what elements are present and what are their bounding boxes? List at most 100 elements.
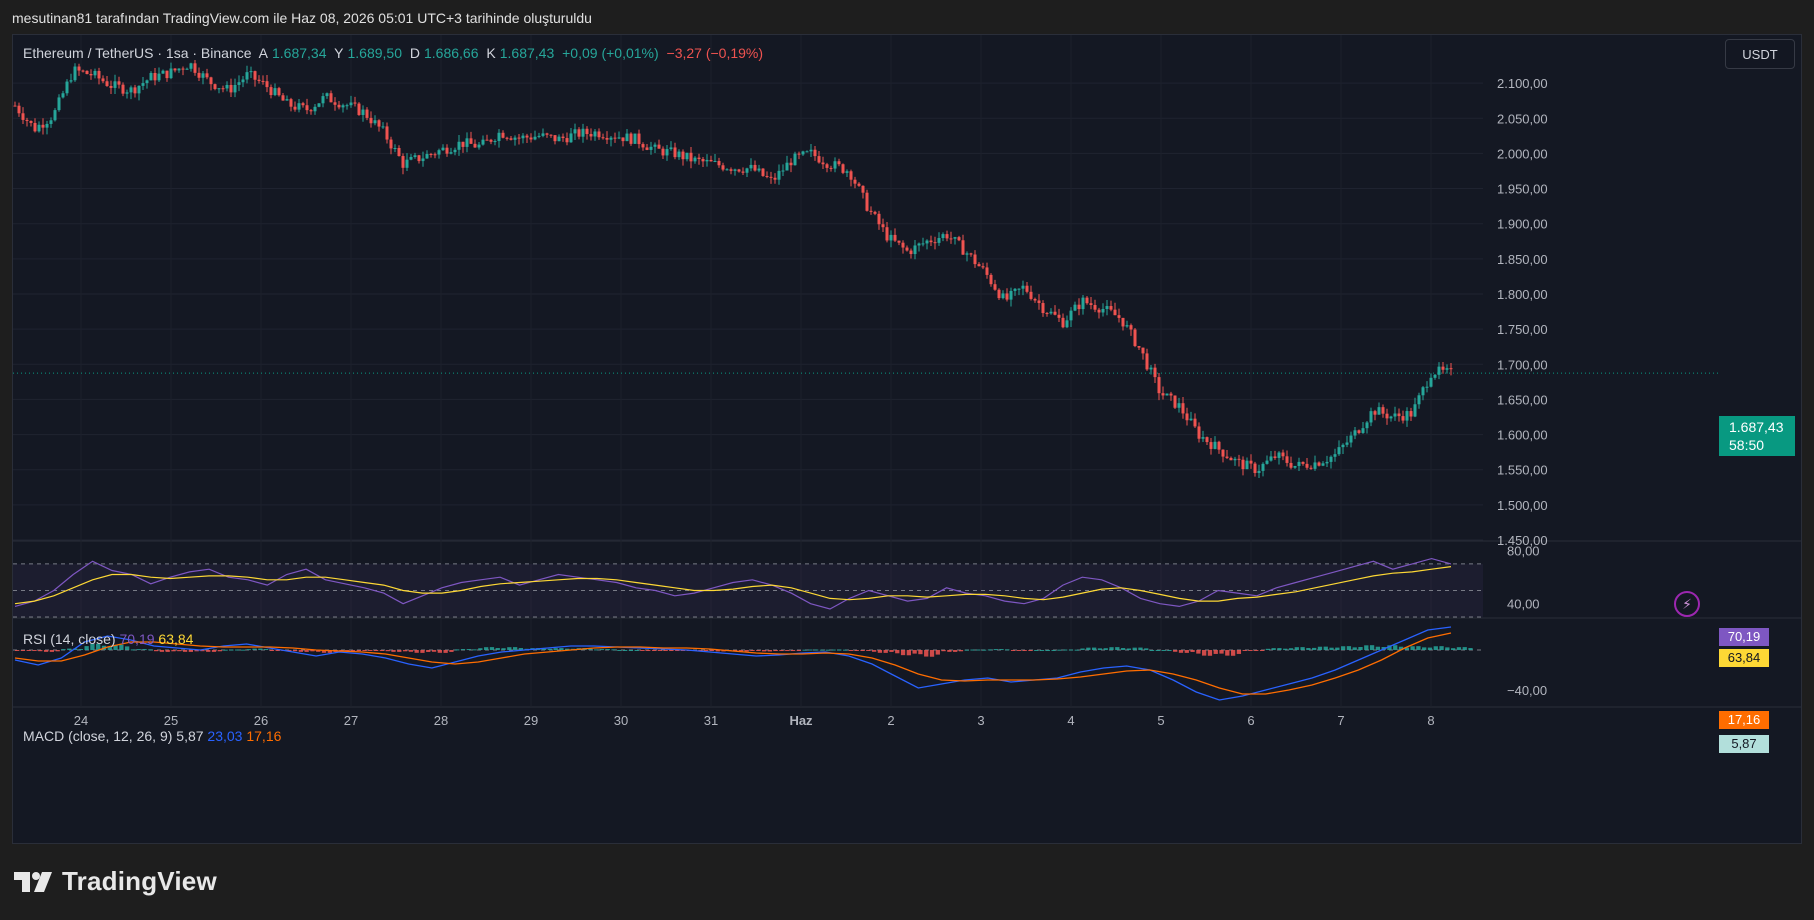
candle-body <box>1081 297 1085 310</box>
macd-histogram-bar <box>84 646 89 650</box>
macd-histogram-bar <box>837 649 842 651</box>
candle-body <box>1413 404 1417 417</box>
macd-histogram-bar <box>599 649 605 651</box>
macd-histogram-bar <box>617 650 622 651</box>
macd-histogram-bar <box>408 650 414 652</box>
macd-histogram-bar <box>1369 645 1375 650</box>
macd-histogram-bar <box>229 649 234 651</box>
time-axis-label: 25 <box>164 713 178 728</box>
macd-histogram-bar <box>518 648 524 650</box>
macd-histogram-bar <box>1462 647 1467 650</box>
time-axis-label: 5 <box>1157 713 1164 728</box>
macd-histogram-bar <box>1039 650 1045 651</box>
candle-body <box>841 164 845 173</box>
macd-histogram-bar <box>148 649 153 651</box>
macd-histogram-bar <box>790 650 796 651</box>
price-axis-label: 1.700,00 <box>1497 357 1548 372</box>
candle-body <box>357 103 361 115</box>
candle-body <box>597 131 601 138</box>
tradingview-logo[interactable]: TradingView <box>14 866 217 897</box>
price-axis-label: 2.000,00 <box>1497 146 1548 161</box>
candle-body <box>1337 447 1341 455</box>
chart-canvas[interactable]: 2.100,00 2.050,00 2.000,00 1.950,00 1.900,00… <box>13 35 1802 844</box>
candle-body <box>1281 452 1285 457</box>
candle-body <box>1273 456 1277 458</box>
macd-histogram-bar <box>316 650 321 652</box>
candle-body <box>1049 311 1053 314</box>
candle-body <box>1205 437 1209 443</box>
candle-body <box>677 151 681 158</box>
change-value-2: −3,27 (−0,19%) <box>666 45 764 61</box>
candle-body <box>1125 325 1129 327</box>
macd-histogram-bar <box>43 650 49 652</box>
time-axis-label: 24 <box>74 713 88 728</box>
candle-body <box>785 162 789 171</box>
lightning-icon[interactable]: ⚡ <box>1674 591 1700 617</box>
macd-histogram-bar <box>1138 647 1143 650</box>
macd-histogram-bar <box>860 650 865 651</box>
candle-body <box>1245 460 1249 470</box>
macd-histogram-bar <box>547 648 552 650</box>
candle-body <box>225 84 229 89</box>
candle-body <box>289 99 293 107</box>
candle-body <box>1449 368 1453 370</box>
macd-histogram-bar <box>1161 650 1166 651</box>
candle-body <box>1129 325 1133 330</box>
candle-body <box>37 124 41 132</box>
macd-histogram-bar <box>223 649 228 651</box>
price-axis-label: 2.100,00 <box>1497 76 1548 91</box>
currency-button[interactable]: USDT <box>1725 39 1795 69</box>
macd-histogram-bar <box>200 650 205 652</box>
macd-histogram-bar <box>437 650 442 653</box>
macd-histogram-bar <box>1277 648 1282 650</box>
candle-body <box>1309 467 1313 469</box>
macd-histogram-bar <box>651 650 657 651</box>
macd-histogram-bar <box>848 650 854 651</box>
macd-histogram-bar <box>1294 647 1299 650</box>
price-axis-label: 1.600,00 <box>1497 428 1548 443</box>
price-axis-label: 2.050,00 <box>1497 111 1548 126</box>
macd-histogram-bar <box>1445 647 1450 650</box>
macd-histogram-bar <box>1283 648 1288 650</box>
chart-area[interactable]: 2.100,00 2.050,00 2.000,00 1.950,00 1.900,00… <box>12 34 1802 844</box>
candle-body <box>873 211 877 214</box>
candle-body <box>1265 460 1269 464</box>
macd-histogram-bar <box>808 649 813 651</box>
rsi-legend[interactable]: RSI (14, close) 70,19 63,84 <box>23 631 193 647</box>
macd-histogram-bar <box>1393 645 1398 650</box>
candle-body <box>457 141 461 150</box>
time-axis-label: 7 <box>1337 713 1344 728</box>
candle-body <box>1329 456 1333 462</box>
candle-body <box>1369 411 1373 423</box>
macd-histogram-bar <box>107 646 112 650</box>
candle-body <box>41 124 45 128</box>
candle-body <box>421 158 425 162</box>
candle-body <box>581 128 585 137</box>
candle-body <box>45 123 49 128</box>
candle-body <box>1161 393 1165 396</box>
macd-histogram-bar <box>194 650 199 652</box>
macd-histogram-bar <box>877 650 883 653</box>
symbol-name[interactable]: Ethereum / TetherUS · 1sa · Binance <box>23 45 252 61</box>
tradingview-logo-text: TradingView <box>62 866 217 896</box>
candle-body <box>845 171 849 173</box>
time-axis-label: 2 <box>887 713 894 728</box>
macd-histogram-bar <box>825 649 830 651</box>
macd-histogram-bar <box>1323 646 1328 650</box>
macd-histogram-bar <box>1074 649 1079 651</box>
macd-histogram-bar <box>802 649 807 651</box>
candle-body <box>321 96 325 104</box>
candle-body <box>453 149 457 153</box>
macd-legend[interactable]: MACD (close, 12, 26, 9) 5,87 23,03 17,16 <box>23 728 281 744</box>
candle-body <box>153 72 157 81</box>
candle-body <box>973 254 977 265</box>
candle-body <box>829 167 833 169</box>
bar-countdown: 58:50 <box>1729 437 1765 453</box>
macd-histogram-bar <box>472 649 477 651</box>
candle-body <box>1025 285 1029 292</box>
candle-body <box>537 135 541 137</box>
candle-body <box>1153 367 1157 378</box>
candle-body <box>937 238 941 243</box>
macd-histogram-bar <box>1335 647 1340 650</box>
macd-histogram-bar <box>1097 648 1103 650</box>
